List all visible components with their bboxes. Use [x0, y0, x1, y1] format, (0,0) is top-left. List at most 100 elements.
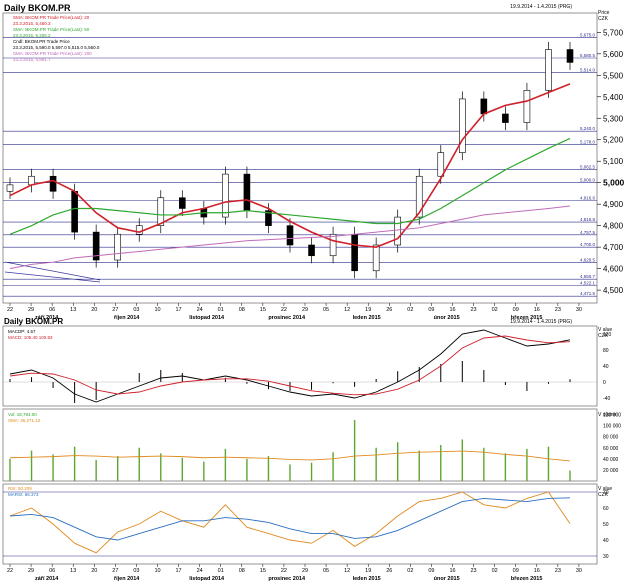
month-label: březen 2015	[511, 315, 543, 321]
date-tick-label: 16	[534, 307, 540, 313]
macd-legend-1: MACDP: 4.57	[8, 329, 36, 334]
rsi-unit-2: CZK	[598, 492, 609, 498]
volume-legend-2: SMA: 36,271.10	[8, 418, 41, 423]
rsi-line-0	[9, 491, 571, 554]
month-label: leden 2015	[353, 576, 381, 581]
macd-tick-label: 0	[603, 380, 606, 386]
date-tick-label: 20	[91, 307, 97, 313]
level-label: 5,240.0	[580, 126, 596, 131]
main-axis-unit-1: Price	[598, 10, 610, 16]
date-tick-label: 29	[302, 307, 308, 313]
date-tick-label: 09	[428, 307, 434, 313]
volume-panel: V olume Vol: 18,794.00 SMA: 36,271.10 12…	[2, 408, 621, 482]
candle-body	[308, 244, 315, 257]
macd-axis: 120 80 40 0 -40	[3, 332, 612, 402]
level-label: 4,522.1	[580, 280, 596, 285]
level-label: 4,816.8	[580, 217, 596, 222]
volume-plot-frame	[2, 408, 598, 482]
rsi-legend-2: MARSI: 66.373	[8, 492, 39, 497]
volume-sma-line	[9, 450, 571, 462]
price-tick-label: 5,000	[603, 178, 625, 188]
legend-sma200-value: 23.3.2015, 4,891.7	[13, 57, 51, 62]
date-tick-label: 17	[176, 307, 182, 313]
date-axis-top: 22 29 06 13 20 27 03 10 17 24 01 08 15 22 29 05 12 19 26 02…	[7, 303, 582, 321]
level-label: 5,580.5	[580, 53, 596, 58]
date-tick-label: 01	[218, 568, 224, 574]
main-date-range: 19.9.2014 - 1.4.2015 (PRG)	[510, 4, 572, 10]
level-label: 4,916.6	[580, 196, 596, 201]
macd-unit-2: CZK	[598, 333, 609, 339]
date-tick-label: 22	[7, 568, 13, 574]
date-tick-label: 22	[281, 307, 287, 313]
month-label: září 2014	[35, 315, 59, 321]
date-tick-label: 12	[344, 568, 350, 574]
level-label: 4,629.5	[580, 257, 596, 262]
rsi-tick-label: 50	[603, 522, 609, 528]
candle-body	[157, 197, 165, 226]
month-label: říjen 2014	[114, 315, 140, 321]
price-tick-label: 5,200	[603, 136, 624, 145]
date-tick-label: 05	[323, 307, 329, 313]
price-tick-label: 5,600	[603, 50, 624, 59]
rsi-panel: V alue CZK RSI: 50.209 MARSI: 66.373 70 6…	[2, 483, 612, 565]
date-axis-bottom: 22 29 06 13 20 27 03 10 17 24 01 08 15 22 29 05 12 19 26 02…	[7, 564, 582, 582]
date-tick-label: 08	[239, 307, 245, 313]
date-tick-label: 12	[344, 307, 350, 313]
legend-sma50-value: 23.3.2015, 5,206.2	[13, 33, 51, 38]
macd-panel: Daily BKOM.PR 19.9.2014 - 1.4.2015 (PRG)…	[2, 317, 612, 407]
month-label: prosinec 2014	[268, 576, 306, 581]
candle-body	[114, 233, 121, 261]
candle-body	[566, 49, 574, 63]
volume-axis: 120 000 100 000 80 000 60 000 40 000 20 000	[603, 413, 621, 474]
candle-body	[459, 98, 466, 153]
macd-histogram	[9, 361, 571, 403]
candle-body	[71, 190, 78, 233]
level-label: 5,514.0	[580, 67, 596, 72]
month-label: únor 2015	[434, 576, 460, 581]
macd-unit-1: V alue	[598, 327, 612, 333]
main-panel: Daily BKOM.PR 19.9.2014 - 1.4.2015 (PRG)…	[2, 3, 625, 321]
date-tick-label: 15	[260, 568, 266, 574]
volume-bars	[9, 420, 571, 481]
date-tick-label: 03	[133, 568, 139, 574]
candle-body	[6, 184, 14, 192]
candlestick-series	[6, 42, 574, 279]
price-tick-label: 4,600	[603, 265, 624, 274]
volume-tick-label: 80 000	[603, 435, 619, 441]
date-tick-label: 19	[365, 568, 371, 574]
candle-body	[394, 216, 401, 246]
price-tick-label: 4,500	[603, 286, 624, 295]
price-tick-label: 5,700	[603, 28, 624, 37]
date-tick-label: 22	[281, 568, 287, 574]
rsi-legend-1: RSI: 50.209	[8, 486, 32, 491]
main-axis-unit-2: CZK	[598, 16, 609, 22]
date-tick-label: 09	[513, 307, 519, 313]
date-tick-label: 15	[260, 307, 266, 313]
macd-tick-label: 120	[603, 332, 612, 338]
candle-body	[135, 225, 143, 235]
date-tick-label: 10	[154, 307, 160, 313]
date-tick-label: 02	[407, 568, 413, 574]
price-tick-label: 5,500	[603, 71, 624, 80]
candle-body	[351, 233, 358, 272]
date-tick-label: 06	[49, 568, 55, 574]
legend-sma20-value: 23.3.2015, 5,460.3	[13, 21, 51, 26]
date-tick-label: 30	[576, 307, 582, 313]
month-label: leden 2015	[353, 315, 381, 321]
date-tick-label: 09	[513, 568, 519, 574]
month-label: březen 2015	[511, 576, 543, 581]
date-tick-label: 02	[492, 307, 498, 313]
candle-body	[243, 173, 251, 211]
date-tick-label: 29	[302, 568, 308, 574]
level-label: 5,675.0	[580, 33, 596, 38]
volume-unit: V olume	[598, 412, 617, 418]
candle-body	[502, 113, 509, 123]
level-label: 4,700.0	[580, 242, 596, 247]
macd-legend-2: MACD: 105.40 100.83	[8, 335, 53, 340]
moving-average-lines	[9, 83, 571, 270]
date-tick-label: 16	[534, 568, 540, 574]
candle-body	[329, 233, 337, 257]
date-tick-label: 23	[555, 568, 561, 574]
level-label: 5,178.0	[580, 139, 596, 144]
